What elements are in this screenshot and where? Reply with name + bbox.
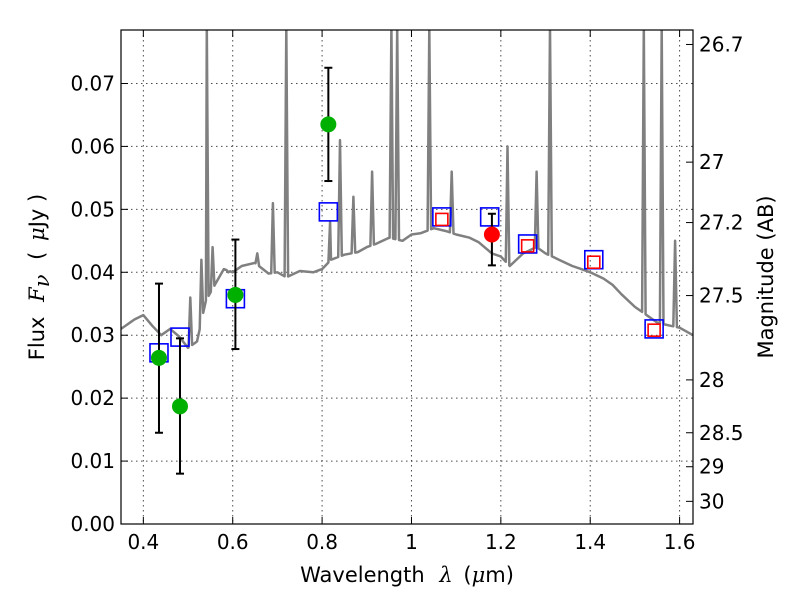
- y-axis-label-symbol: F: [25, 286, 49, 303]
- y-axis-label-unit-open: (: [25, 252, 49, 260]
- x-tick-label: 1.2: [485, 530, 517, 554]
- y-tick-label: 0.00: [70, 512, 115, 536]
- right-tick-label: 27: [699, 150, 724, 174]
- model-flux-square: [479, 207, 500, 227]
- right-tick-label: 28: [699, 368, 724, 392]
- observed-flux-point: [320, 116, 337, 133]
- x-axis-label-symbol: λ: [438, 563, 452, 587]
- y-axis-label-unit-mu: μ: [25, 227, 49, 241]
- x-tick-label: 1: [405, 530, 418, 554]
- observed-flux-point: [227, 286, 244, 303]
- y-tick-label: 0.01: [70, 449, 115, 473]
- y-axis-label: Flux Fν ( μJy ): [25, 194, 54, 360]
- right-tick-label: 29: [699, 455, 724, 479]
- y-axis-label-unit-rest: Jy ): [25, 194, 49, 230]
- plot-area: [121, 30, 693, 475]
- model-flux-square-small: [520, 239, 535, 253]
- y-tick-label: 0.07: [70, 71, 115, 95]
- model-flux-square: [318, 202, 339, 222]
- plot-frame: [120, 29, 694, 525]
- model-flux-square-small: [647, 323, 661, 337]
- y-tick-label: 0.06: [70, 134, 115, 158]
- model-flux-square-small: [435, 212, 449, 227]
- model-spectrum-line: [121, 30, 693, 350]
- axes-ticks: 0.4 0.6 0.8 1 1.2 1.4 1.6 0.00 0.01 0.02 0.03 0.04 0…: [70, 30, 744, 554]
- y-axis-label-subscript: ν: [30, 274, 54, 287]
- x-axis-label: Wavelength λ (μm): [300, 563, 514, 587]
- x-tick-label: 1.4: [574, 530, 606, 554]
- y-tick-label: 0.04: [70, 260, 115, 284]
- y-tick-label: 0.02: [70, 386, 115, 410]
- model-flux-square: [517, 234, 538, 254]
- x-axis-label-unit-mu: μ: [472, 563, 486, 587]
- x-axis-label-prefix: Wavelength: [300, 563, 425, 587]
- x-tick-label: 0.8: [306, 530, 338, 554]
- right-tick-label: 27.5: [699, 284, 744, 308]
- x-axis-label-unit-rest: m): [485, 563, 514, 587]
- observed-flux-point: [483, 226, 500, 243]
- right-tick-label: 27.2: [699, 211, 744, 235]
- right-tick-label: 28.5: [699, 421, 744, 445]
- x-tick-label: 1.6: [664, 530, 696, 554]
- x-axis-label-unit-open: (: [463, 563, 471, 587]
- x-tick-label: 0.4: [127, 530, 159, 554]
- right-axis-label: Magnitude (AB): [754, 195, 778, 358]
- observed-flux-point: [171, 398, 188, 415]
- model-flux-square-small: [586, 255, 601, 270]
- y-axis-label-prefix: Flux: [25, 317, 49, 361]
- observed-flux-point: [150, 349, 167, 366]
- y-tick-label: 0.05: [70, 197, 115, 221]
- x-tick-label: 0.6: [217, 530, 249, 554]
- right-tick-label: 26.7: [699, 32, 744, 56]
- y-tick-label: 0.03: [70, 323, 115, 347]
- model-flux-square: [644, 319, 664, 339]
- right-tick-label: 30: [699, 489, 724, 513]
